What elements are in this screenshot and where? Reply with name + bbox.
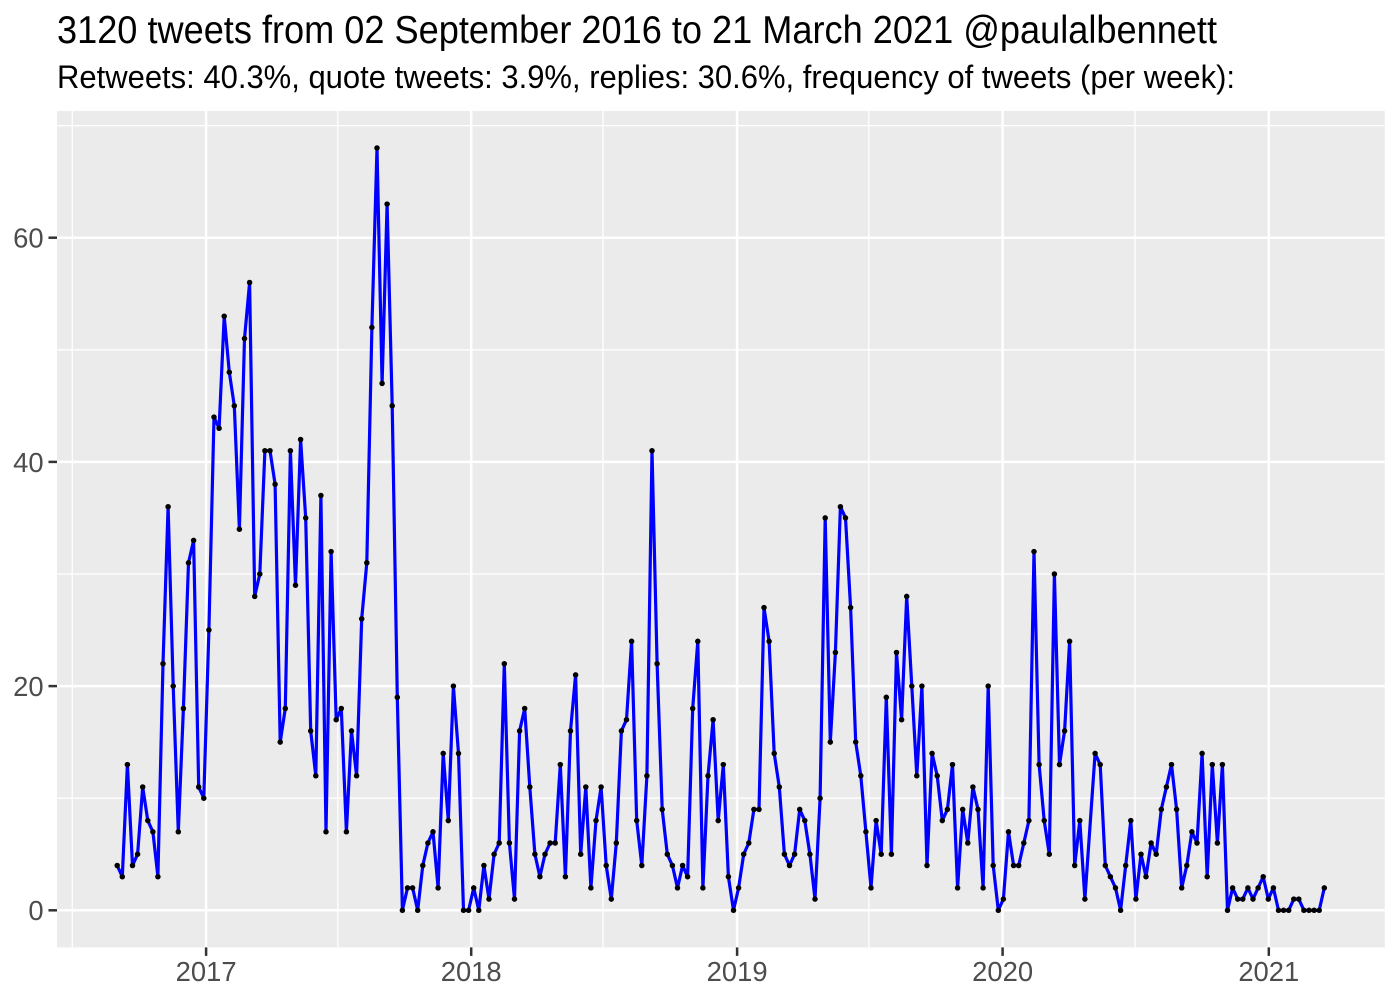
- svg-text:2017: 2017: [176, 956, 237, 987]
- svg-text:3120 tweets from 02 September: 3120 tweets from 02 September 2016 to 21…: [57, 9, 1217, 52]
- svg-text:60: 60: [13, 223, 43, 254]
- svg-text:2019: 2019: [707, 956, 768, 987]
- svg-text:0: 0: [28, 895, 43, 926]
- svg-text:20: 20: [13, 671, 43, 702]
- svg-text:2021: 2021: [1238, 956, 1299, 987]
- svg-text:Retweets: 40.3%, quote tweets:: Retweets: 40.3%, quote tweets: 3.9%, rep…: [57, 59, 1235, 95]
- svg-text:40: 40: [13, 447, 43, 478]
- svg-text:2020: 2020: [972, 956, 1033, 987]
- svg-text:2018: 2018: [441, 956, 502, 987]
